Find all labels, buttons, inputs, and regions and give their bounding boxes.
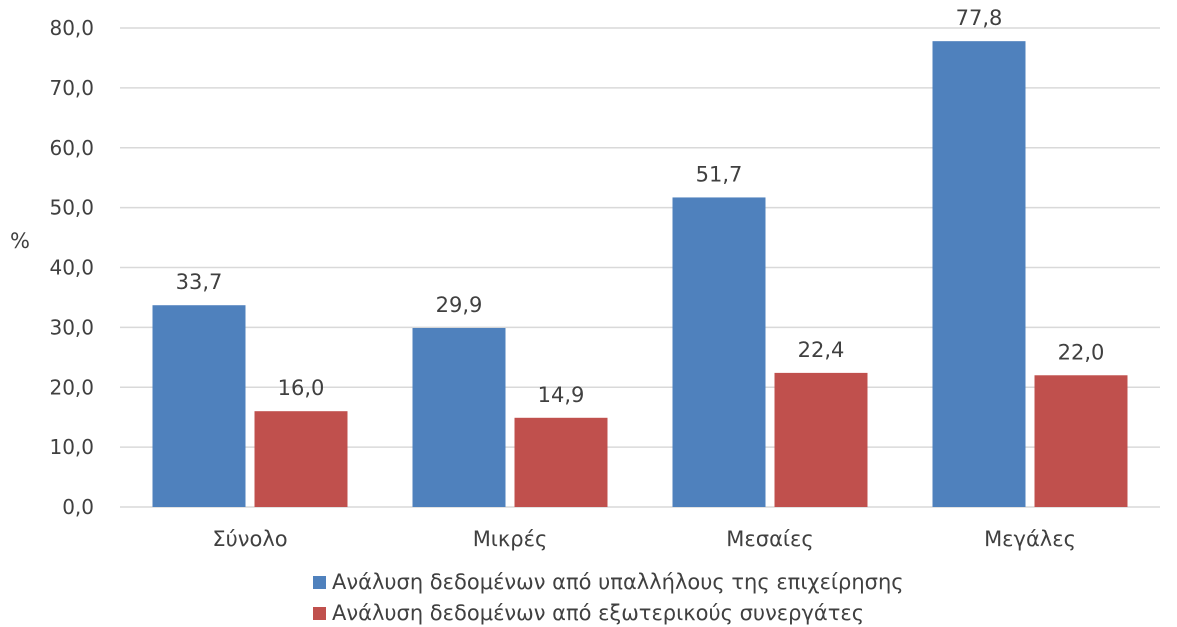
bar xyxy=(514,417,608,507)
y-axis-label: % xyxy=(10,229,30,253)
y-tick-label: 30,0 xyxy=(49,315,94,339)
bar xyxy=(932,41,1026,508)
category-label: Μεγάλες xyxy=(984,527,1076,551)
legend-label: Ανάλυση δεδομένων από υπαλλήλους της επι… xyxy=(332,570,904,594)
y-tick-label: 80,0 xyxy=(49,16,94,40)
y-tick-label: 50,0 xyxy=(49,196,94,220)
data-label: 77,8 xyxy=(956,6,1003,30)
data-label: 16,0 xyxy=(278,376,325,400)
data-label: 33,7 xyxy=(176,270,223,294)
category-labels: Σύνολο Μικρές Μεσαίες Μεγάλες xyxy=(212,527,1076,551)
legend-item-series-1: Ανάλυση δεδομένων από υπαλλήλους της επι… xyxy=(313,570,904,594)
y-tick-label: 0,0 xyxy=(62,495,94,519)
data-label: 14,9 xyxy=(538,383,585,407)
y-tick-label: 10,0 xyxy=(49,435,94,459)
data-label: 22,4 xyxy=(798,338,845,362)
data-label: 51,7 xyxy=(696,162,743,186)
y-tick-label: 60,0 xyxy=(49,136,94,160)
y-axis-ticks: 0,0 10,0 20,0 30,0 40,0 50,0 60,0 70,0 80,0 xyxy=(49,16,94,519)
data-label: 22,0 xyxy=(1058,340,1105,364)
category-label: Μεσαίες xyxy=(726,527,813,551)
legend-swatch xyxy=(313,575,326,589)
bar xyxy=(1034,375,1128,507)
bars xyxy=(152,41,1128,508)
bar xyxy=(152,305,246,507)
legend-swatch xyxy=(313,606,326,620)
bar xyxy=(254,411,348,507)
category-label: Σύνολο xyxy=(212,527,287,551)
y-tick-label: 20,0 xyxy=(49,375,94,399)
bar xyxy=(774,372,868,507)
legend-item-series-2: Ανάλυση δεδομένων από εξωτερικούς συνεργ… xyxy=(313,601,864,625)
bar xyxy=(672,197,766,508)
y-tick-label: 40,0 xyxy=(49,256,94,280)
data-labels: 33,7 16,0 29,9 14,9 51,7 22,4 77,8 22,0 xyxy=(176,6,1105,407)
category-label: Μικρές xyxy=(473,527,548,551)
bar xyxy=(412,327,506,507)
legend-label: Ανάλυση δεδομένων από εξωτερικούς συνεργ… xyxy=(332,601,865,625)
y-tick-label: 70,0 xyxy=(49,76,94,100)
data-label: 29,9 xyxy=(436,293,483,317)
